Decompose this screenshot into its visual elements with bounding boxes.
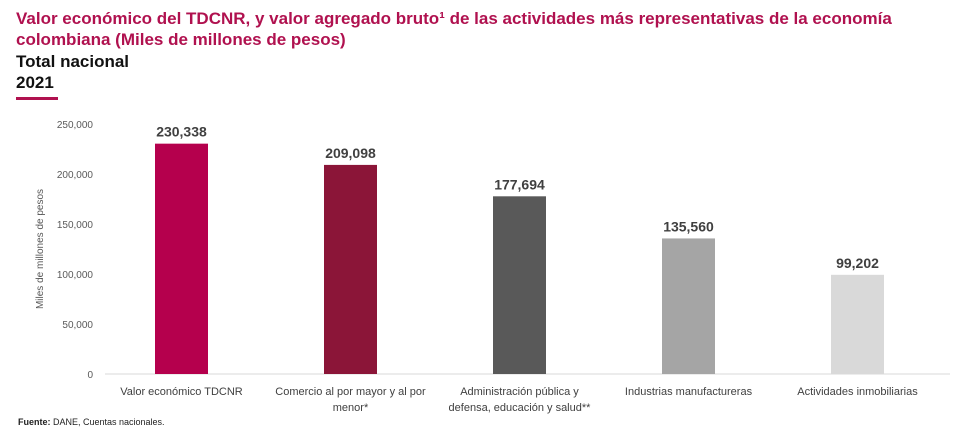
data-label: 135,560: [663, 218, 714, 234]
x-tick-label: menor*: [333, 402, 369, 414]
chart-title: Valor económico del TDCNR, y valor agreg…: [16, 9, 892, 49]
data-label: 209,098: [325, 145, 376, 161]
chart-year: 2021: [16, 73, 54, 92]
chart-subtitle: Total nacional: [16, 52, 130, 71]
y-tick-label: 100,000: [57, 270, 94, 281]
bar: [324, 164, 377, 374]
source-note: Fuente: DANE, Cuentas nacionales.: [18, 417, 165, 427]
data-label: 177,694: [494, 176, 545, 192]
bar: [831, 274, 884, 374]
x-tick-label: Comercio al por mayor y al por: [275, 386, 426, 398]
source-label: Fuente:: [18, 417, 51, 427]
y-tick-label: 50,000: [62, 320, 93, 331]
y-tick-label: 200,000: [57, 170, 94, 181]
x-tick-label: Actividades inmobiliarias: [797, 386, 918, 398]
source-text: DANE, Cuentas nacionales.: [50, 417, 165, 427]
bar: [493, 196, 546, 374]
x-tick-label: Administración pública y: [460, 386, 579, 398]
x-tick-label: Industrias manufactureras: [625, 386, 753, 398]
x-tick-label: Valor económico TDCNR: [120, 386, 243, 398]
x-tick-label: defensa, educación y salud**: [449, 402, 592, 414]
y-tick-label: 0: [87, 370, 93, 381]
title-underline: [16, 97, 58, 100]
y-tick-label: 250,000: [57, 120, 94, 131]
data-label: 99,202: [836, 255, 879, 271]
bar: [662, 238, 715, 374]
data-label: 230,338: [156, 124, 207, 140]
y-axis-label: Miles de millones de pesos: [35, 189, 46, 309]
y-tick-label: 150,000: [57, 220, 94, 231]
bar: [155, 143, 208, 374]
